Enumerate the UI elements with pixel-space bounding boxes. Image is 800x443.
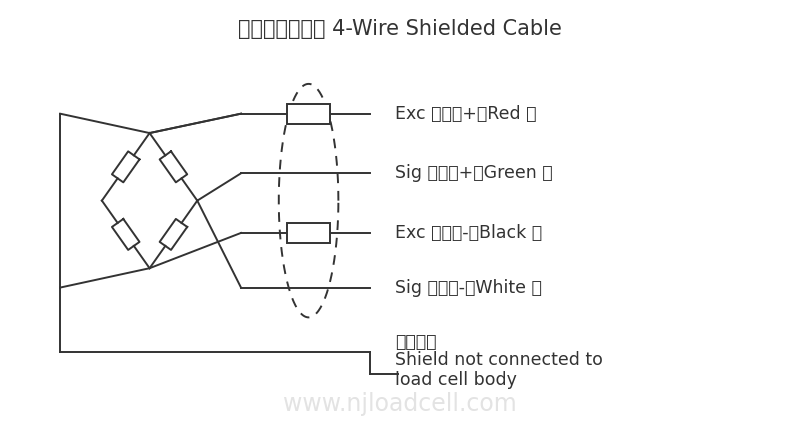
Polygon shape <box>112 152 139 183</box>
Text: Exc 激励（+）Red 红: Exc 激励（+）Red 红 <box>395 105 537 123</box>
Text: Shield not connected to
load cell body: Shield not connected to load cell body <box>395 351 603 389</box>
Text: Sig 信号（-）White 白: Sig 信号（-）White 白 <box>395 279 542 296</box>
Polygon shape <box>112 219 139 250</box>
Bar <box>286 223 330 243</box>
Text: Sig 信号（+）Green 绿: Sig 信号（+）Green 绿 <box>395 164 553 183</box>
Polygon shape <box>160 219 187 250</box>
Text: 四芯屏蔽电缆线 4-Wire Shielded Cable: 四芯屏蔽电缆线 4-Wire Shielded Cable <box>238 19 562 39</box>
Text: 屏蔽地线: 屏蔽地线 <box>395 333 437 351</box>
Text: Exc 激励（-）Black 黑: Exc 激励（-）Black 黑 <box>395 224 542 242</box>
Text: www.njloadcell.com: www.njloadcell.com <box>283 392 517 416</box>
Polygon shape <box>160 152 187 183</box>
Bar <box>286 104 330 124</box>
